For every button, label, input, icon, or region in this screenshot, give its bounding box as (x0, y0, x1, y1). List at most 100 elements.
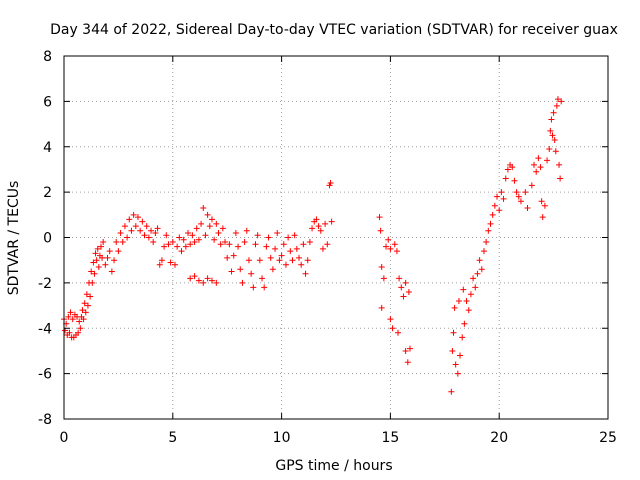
data-point (395, 329, 402, 336)
data-point (383, 243, 390, 250)
y-tick-label: 8 (43, 49, 52, 65)
data-point (457, 352, 464, 359)
data-point (158, 257, 165, 264)
grid (64, 56, 608, 419)
data-point (393, 248, 400, 255)
data-point (115, 248, 122, 255)
data-point (304, 257, 311, 264)
data-point (267, 254, 274, 261)
data-point (541, 202, 548, 209)
data-point (274, 229, 281, 236)
data-point (269, 266, 276, 273)
data-point (538, 198, 545, 205)
data-point (539, 214, 546, 221)
y-tick-label: 6 (43, 94, 52, 110)
data-point (69, 316, 76, 323)
data-point (474, 270, 481, 277)
data-point (528, 182, 535, 189)
data-point (380, 275, 387, 282)
data-point (161, 243, 168, 250)
data-point (460, 286, 467, 293)
data-point (81, 300, 88, 307)
data-point (451, 304, 458, 311)
y-tick-label: -4 (38, 321, 52, 337)
data-point (193, 225, 200, 232)
data-point (83, 291, 90, 298)
data-point (533, 168, 540, 175)
data-point (452, 361, 459, 368)
data-point (171, 261, 178, 268)
data-point (224, 254, 231, 261)
data-point (215, 229, 222, 236)
data-point (328, 218, 335, 225)
data-point (327, 180, 334, 187)
data-point (111, 257, 118, 264)
data-point (82, 309, 89, 316)
data-point (104, 254, 111, 261)
data-point (402, 279, 409, 286)
data-point (87, 293, 94, 300)
data-point (243, 227, 250, 234)
data-point (182, 243, 189, 250)
data-point (551, 136, 558, 143)
data-point (278, 252, 285, 259)
data-point (79, 307, 86, 314)
data-point (454, 370, 461, 377)
data-point (552, 148, 559, 155)
data-point (522, 189, 529, 196)
data-point (241, 239, 248, 246)
data-point (213, 220, 220, 227)
data-point (406, 345, 413, 352)
data-point (377, 227, 384, 234)
data-point (77, 325, 84, 332)
data-point (265, 234, 272, 241)
data-point (217, 241, 224, 248)
data-point (206, 223, 213, 230)
data-point (145, 234, 152, 241)
x-tick-label: 15 (381, 430, 399, 446)
data-point (306, 239, 313, 246)
data-point (500, 195, 507, 202)
data-point (94, 245, 101, 252)
y-tick-label: -6 (38, 367, 52, 383)
data-point (99, 254, 106, 261)
data-point (252, 241, 259, 248)
data-point (287, 248, 294, 255)
x-tick-label: 5 (168, 430, 177, 446)
data-point (404, 359, 411, 366)
data-point (163, 232, 170, 239)
data-point (448, 388, 455, 395)
data-point (554, 96, 561, 103)
data-point (237, 266, 244, 273)
data-point (531, 161, 538, 168)
y-tick-label: -8 (38, 412, 52, 428)
data-point (319, 245, 326, 252)
data-point (389, 325, 396, 332)
data-point (298, 261, 305, 268)
data-point (494, 193, 501, 200)
data-point (254, 232, 261, 239)
data-point (280, 241, 287, 248)
data-point (148, 227, 155, 234)
data-point (102, 261, 109, 268)
data-point (491, 202, 498, 209)
data-point (213, 279, 220, 286)
data-point (124, 234, 131, 241)
data-point (106, 248, 113, 255)
data-point (76, 318, 83, 325)
data-point (480, 248, 487, 255)
data-point (204, 275, 211, 282)
data-point (513, 189, 520, 196)
data-point (187, 241, 194, 248)
data-point (524, 205, 531, 212)
data-point (67, 309, 74, 316)
data-point (387, 316, 394, 323)
data-point (211, 236, 218, 243)
data-point (557, 175, 564, 182)
data-point (291, 232, 298, 239)
data-point (400, 293, 407, 300)
data-point (239, 279, 246, 286)
data-point (553, 102, 560, 109)
data-point (178, 248, 185, 255)
data-point (121, 223, 128, 230)
